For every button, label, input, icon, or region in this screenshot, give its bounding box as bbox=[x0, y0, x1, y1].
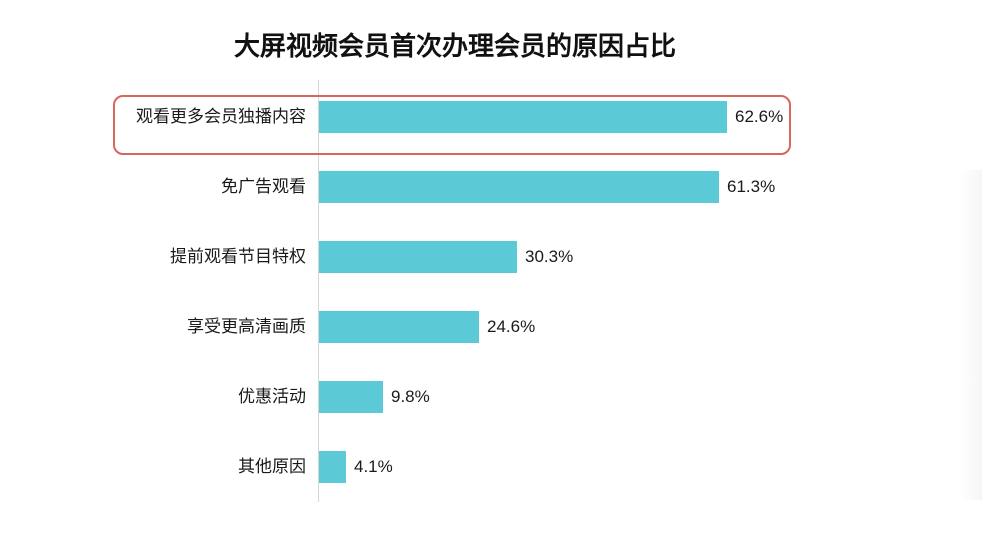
bar bbox=[319, 241, 517, 273]
bar-value: 30.3% bbox=[525, 247, 574, 266]
bar-row: 其他原因 4.1% bbox=[0, 451, 982, 483]
bar-label: 享受更高清画质 bbox=[187, 317, 306, 337]
bar bbox=[319, 311, 479, 343]
bar-value: 62.6% bbox=[735, 107, 784, 126]
bar-value: 4.1% bbox=[354, 457, 393, 476]
bar bbox=[319, 171, 719, 203]
bar-label: 观看更多会员独播内容 bbox=[136, 107, 306, 127]
chart-title: 大屏视频会员首次办理会员的原因占比 bbox=[233, 32, 676, 62]
bar-row: 提前观看节目特权 30.3% bbox=[0, 241, 982, 273]
bar-value: 61.3% bbox=[727, 177, 776, 196]
bar-row: 观看更多会员独播内容 62.6% bbox=[0, 101, 982, 133]
bar-row: 优惠活动 9.8% bbox=[0, 381, 982, 413]
background-edge-shadow bbox=[960, 170, 982, 500]
bar-value: 24.6% bbox=[487, 317, 536, 336]
bar-label: 其他原因 bbox=[238, 457, 306, 477]
bar-row: 享受更高清画质 24.6% bbox=[0, 311, 982, 343]
y-axis-line bbox=[318, 80, 319, 502]
bar bbox=[319, 381, 383, 413]
bar-row: 免广告观看 61.3% bbox=[0, 171, 982, 203]
bar-label: 提前观看节目特权 bbox=[170, 247, 306, 267]
bar-label: 免广告观看 bbox=[221, 177, 306, 197]
bar bbox=[319, 101, 727, 133]
bar-value: 9.8% bbox=[391, 387, 430, 406]
bar bbox=[319, 451, 346, 483]
highlight-box bbox=[113, 95, 791, 155]
bar-label: 优惠活动 bbox=[238, 387, 306, 407]
